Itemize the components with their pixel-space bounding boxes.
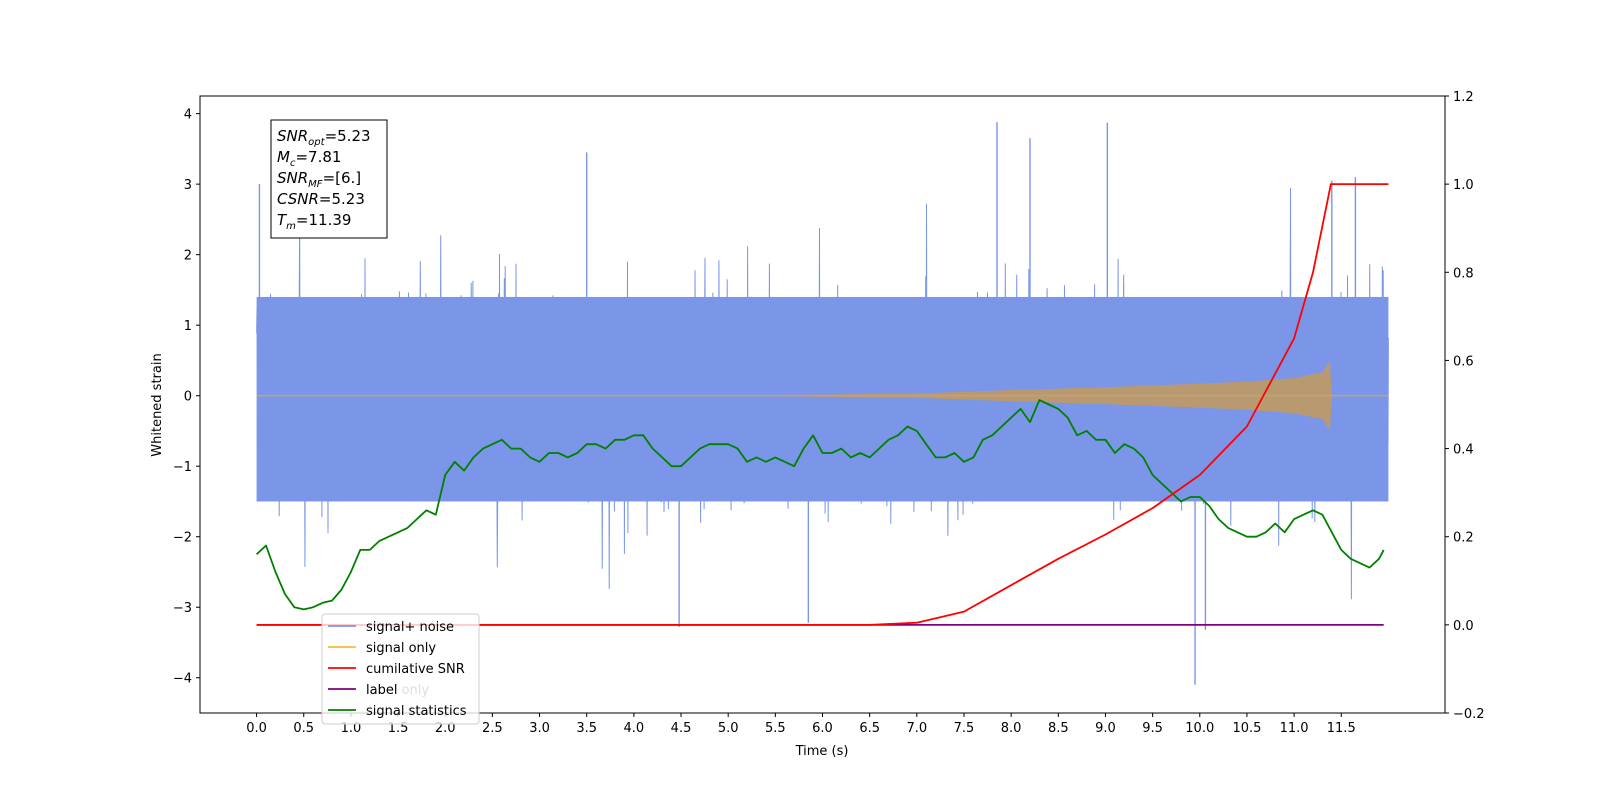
annotation-line: SNRMF=[6.] — [277, 169, 361, 190]
legend-label: signal+ noise — [366, 620, 454, 635]
y-right-tick-label: 0.8 — [1453, 266, 1474, 281]
y-right-tick-label: −0.2 — [1453, 707, 1485, 722]
y-left-tick-label: −4 — [173, 672, 192, 687]
y-left-tick-label: −3 — [173, 601, 192, 616]
annotation-line: SNRopt=5.23 — [277, 127, 371, 148]
y-right-tick-label: 0.2 — [1453, 531, 1474, 546]
x-tick-label: 0.0 — [246, 721, 267, 736]
y-left-tick-label: −1 — [173, 460, 192, 475]
noise-trace — [256, 187, 1389, 600]
y-right-tick-label: 0.0 — [1453, 619, 1474, 634]
x-tick-label: 3.0 — [529, 721, 550, 736]
x-tick-label: 9.5 — [1142, 721, 1163, 736]
x-tick-label: 0.5 — [293, 721, 314, 736]
y-right-tick-label: 0.4 — [1453, 443, 1474, 458]
legend-label: cumilative SNR — [366, 662, 465, 677]
y-right-tick-label: 0.6 — [1453, 354, 1474, 369]
y-left-tick-label: −2 — [173, 531, 192, 546]
annotation-line: Tm=11.39 — [277, 211, 351, 232]
x-tick-label: 5.0 — [718, 721, 739, 736]
cumulative-snr-line — [256, 183, 1389, 626]
signal-only-series — [256, 360, 1389, 431]
y-axis-right: 1.2 1.0 0.8 0.6 0.4 0.2 0.0 −0.2 — [1445, 90, 1485, 722]
y-left-tick-label: 4 — [184, 108, 192, 123]
signal-statistics-line — [255, 399, 1385, 611]
x-tick-label: 6.5 — [859, 721, 880, 736]
y-right-tick-label: 1.2 — [1453, 90, 1474, 105]
x-tick-label: 2.5 — [482, 721, 503, 736]
annotation-line: Mc=7.81 — [277, 148, 341, 169]
legend-label: label — [366, 683, 397, 698]
x-tick-label: 7.5 — [954, 721, 975, 736]
y-left-tick-label: 1 — [184, 319, 192, 334]
x-tick-label: 10.5 — [1232, 721, 1261, 736]
legend-label: signal only — [366, 641, 436, 656]
legend-hidden-label: label only — [366, 683, 429, 698]
x-tick-label: 3.5 — [576, 721, 597, 736]
y-axis-left: 4 3 2 1 0 −1 −2 −3 −4 — [173, 108, 200, 687]
y-left-tick-label: 3 — [184, 178, 192, 193]
x-tick-label: 7.0 — [906, 721, 927, 736]
y-right-tick-label: 1.0 — [1453, 178, 1474, 193]
x-axis: 0.0 0.5 1.0 1.5 2.0 2.5 3.0 3.5 4.0 4.5 5.0 5.5 6.0 6… — [246, 713, 1356, 736]
x-tick-label: 8.0 — [1001, 721, 1022, 736]
x-tick-label: 1.0 — [341, 721, 362, 736]
legend: label only signal+ noise signal only cumila… — [321, 613, 480, 725]
annotation-line: CSNR=5.23 — [277, 190, 365, 208]
legend-label: signal statistics — [366, 704, 467, 719]
x-tick-label: 6.0 — [812, 721, 833, 736]
x-tick-label: 4.5 — [671, 721, 692, 736]
y-left-tick-label: 0 — [184, 390, 192, 405]
x-tick-label: 4.0 — [624, 721, 645, 736]
x-axis-label: Time (s) — [795, 744, 849, 759]
y-axis-label: Whitened strain — [150, 353, 165, 456]
legend-frame — [321, 613, 480, 725]
x-tick-label: 2.0 — [435, 721, 456, 736]
x-tick-label: 9.0 — [1095, 721, 1116, 736]
x-tick-label: 1.5 — [388, 721, 409, 736]
x-tick-label: 8.5 — [1048, 721, 1069, 736]
x-tick-label: 5.5 — [765, 721, 786, 736]
x-tick-label: 10.0 — [1185, 721, 1214, 736]
x-tick-label: 11.0 — [1280, 721, 1309, 736]
x-tick-label: 11.5 — [1327, 721, 1356, 736]
annotation-frame — [270, 119, 388, 239]
y-left-tick-label: 2 — [184, 249, 192, 264]
